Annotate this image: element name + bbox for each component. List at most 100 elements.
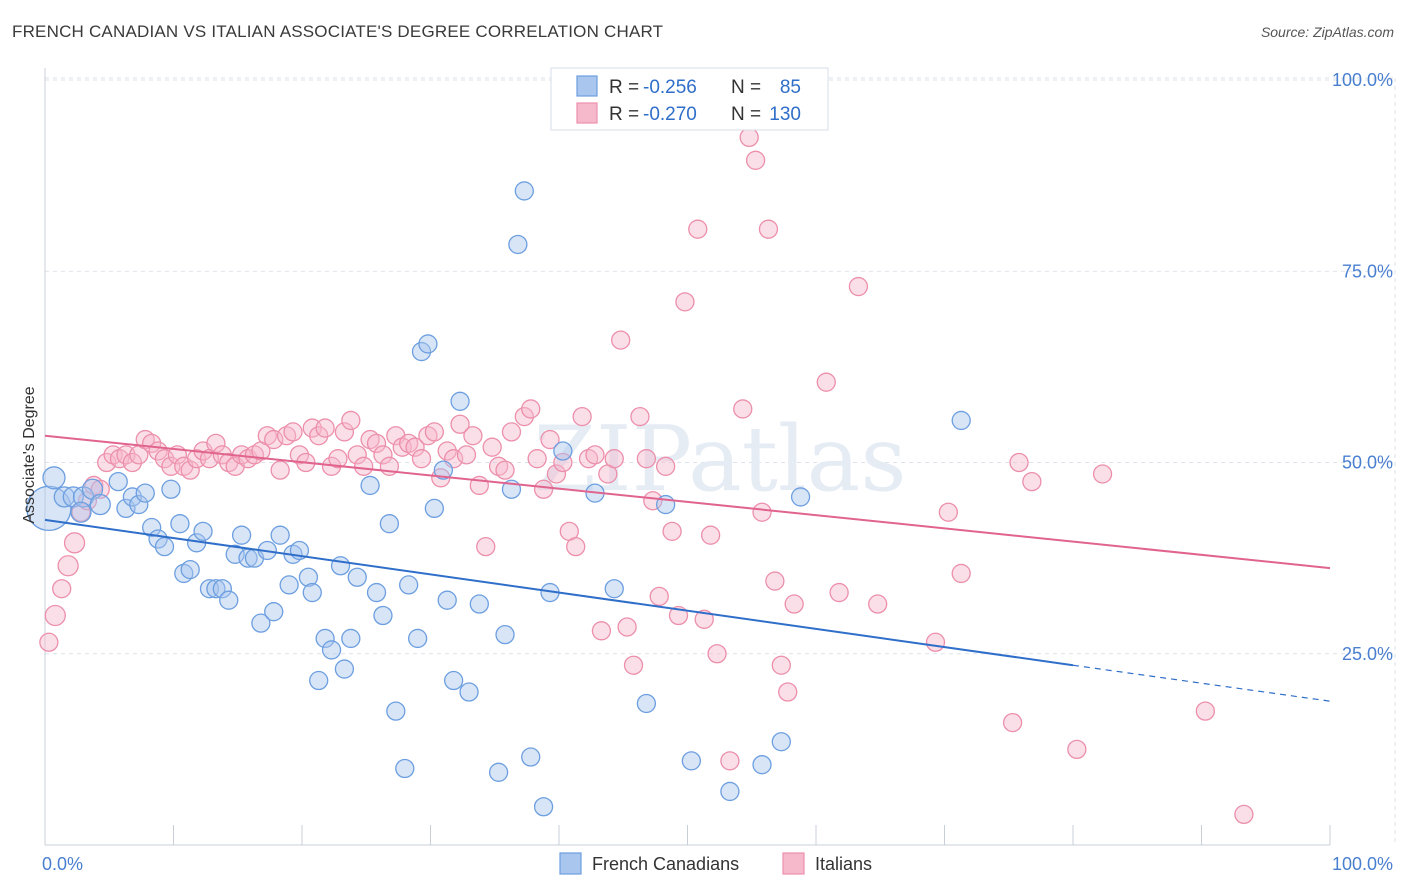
data-point [508, 234, 528, 255]
data-point [681, 751, 702, 771]
trend-lines [44, 434, 1331, 702]
data-point [135, 483, 155, 503]
data-point [129, 494, 149, 515]
data-point [231, 525, 252, 545]
data-point [829, 582, 849, 603]
data-point [527, 449, 547, 469]
data-point [443, 670, 464, 691]
data-point [553, 441, 573, 461]
data-point [1067, 739, 1087, 760]
data-point [52, 579, 72, 599]
data-point [360, 475, 380, 496]
data-point [270, 460, 290, 480]
data-point [321, 640, 342, 660]
data-point [463, 426, 483, 446]
data-point [251, 613, 271, 633]
data-point [206, 579, 226, 599]
data-point [521, 399, 541, 419]
y-tick-label: 50.0% [1342, 453, 1393, 473]
data-point [758, 219, 779, 239]
data-point [476, 537, 496, 557]
data-point [630, 406, 650, 427]
bottom-legend: French Canadians Italians [559, 852, 872, 875]
data-point [816, 372, 836, 392]
legend-r-label: R = [609, 104, 639, 125]
data-point [122, 452, 143, 473]
data-point [437, 590, 457, 610]
data-point [161, 479, 181, 499]
watermark: ZIPatlas [533, 407, 906, 512]
data-point [424, 498, 445, 519]
data-point [501, 422, 522, 442]
data-point [411, 449, 432, 469]
data-point [585, 445, 605, 465]
data-point [694, 609, 714, 629]
data-point [771, 655, 791, 675]
data-point [63, 532, 86, 554]
data-point [1234, 804, 1254, 825]
source-credit: Source: ZipAtlas.com [1260, 24, 1394, 40]
data-point [604, 579, 624, 599]
data-point [611, 330, 631, 350]
data-point [373, 445, 393, 465]
legend-r-value: -0.270 [643, 104, 697, 125]
data-point [81, 478, 104, 500]
data-point [700, 525, 721, 545]
french-canadians-trend-line [44, 518, 1074, 667]
data-point [675, 292, 695, 312]
data-point [951, 563, 971, 584]
data-point [180, 559, 200, 580]
data-point [283, 422, 303, 442]
data-point [341, 628, 361, 649]
y-tick-label: 75.0% [1342, 261, 1393, 281]
data-point [572, 406, 592, 427]
data-point [315, 418, 335, 438]
data-point [636, 693, 657, 714]
italians-trend-line [44, 434, 1331, 570]
data-point [656, 456, 676, 476]
y-tick-label: 25.0% [1342, 644, 1393, 664]
y-tick-labels: 25.0% 50.0% 75.0% 100.0% [1332, 70, 1393, 664]
data-point [170, 514, 190, 534]
legend-n-value: 130 [769, 104, 801, 125]
data-point [180, 460, 200, 480]
bottom-legend-label: Italians [815, 854, 872, 874]
data-point [533, 479, 554, 499]
data-point [495, 624, 515, 645]
data-point [44, 604, 66, 627]
data-point [553, 452, 573, 473]
data-point [495, 460, 515, 480]
x-tick-labels: 0.0% 100.0% [42, 854, 1393, 874]
data-point [366, 582, 387, 603]
axes [44, 68, 1331, 846]
data-point [395, 758, 415, 779]
data-point [868, 594, 888, 614]
data-point [330, 556, 351, 576]
data-point [546, 464, 567, 484]
legend-n-value: 85 [780, 77, 801, 98]
data-point [707, 644, 727, 664]
legend-n-label: N = [731, 77, 761, 98]
data-point [514, 181, 534, 201]
data-point [636, 449, 657, 469]
data-point [411, 341, 432, 362]
data-point [279, 575, 299, 595]
data-point [456, 445, 477, 465]
data-point [604, 449, 624, 469]
data-point [450, 391, 470, 411]
data-point [407, 628, 428, 649]
pink-bottom-legend-swatch [782, 852, 805, 875]
data-point [193, 521, 213, 541]
blue-bottom-legend-swatch [559, 852, 582, 875]
legend-r-label: R = [609, 77, 639, 98]
data-point [302, 582, 322, 603]
data-point [386, 701, 406, 721]
data-point [298, 567, 319, 587]
data-point [482, 437, 502, 457]
data-point [720, 781, 740, 802]
data-point [925, 632, 946, 652]
data-point [399, 575, 419, 595]
data-point [662, 521, 682, 541]
data-point [347, 445, 367, 465]
